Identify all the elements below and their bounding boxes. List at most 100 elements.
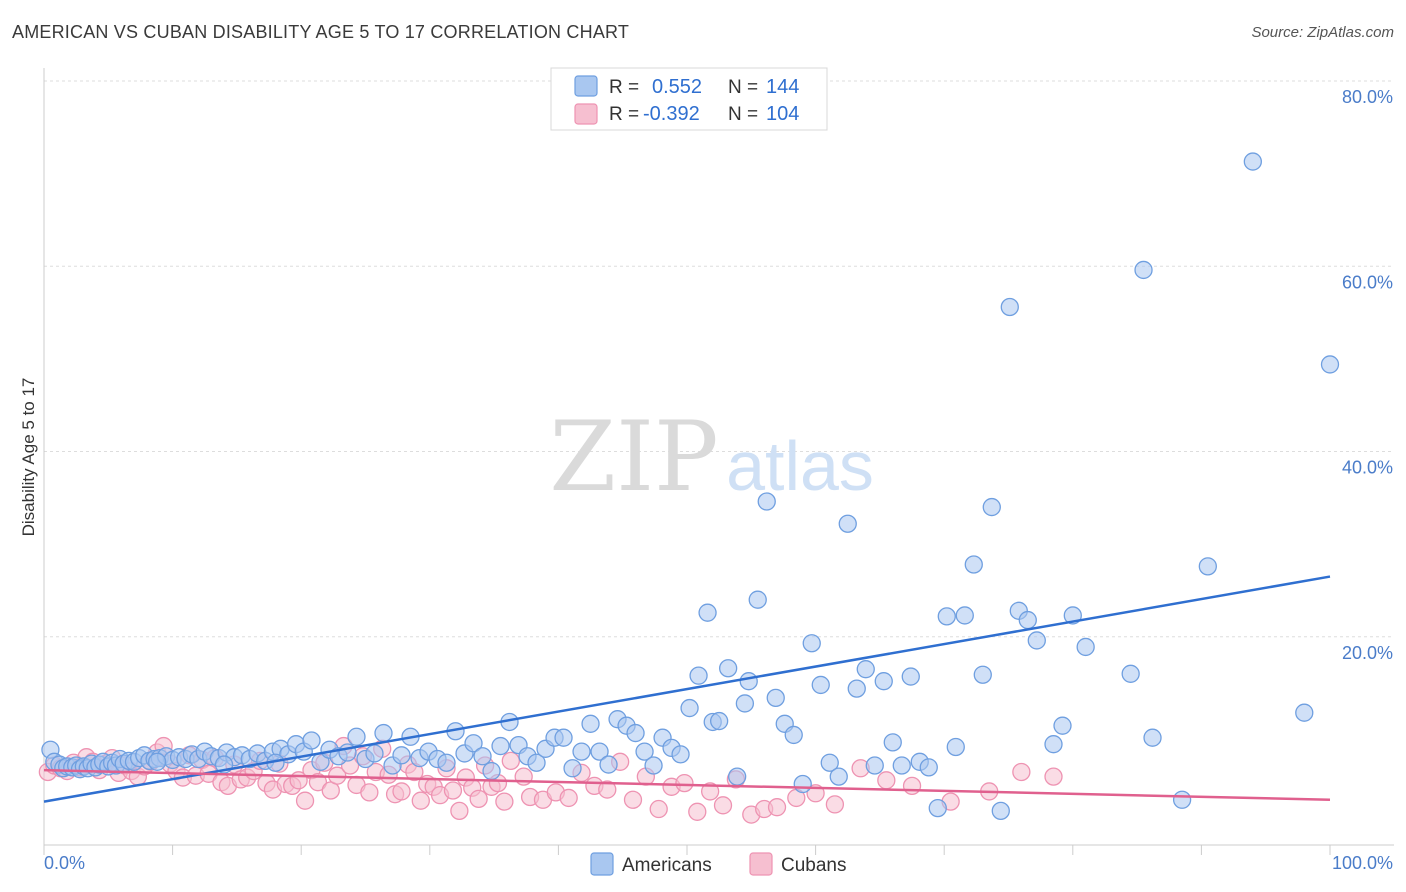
americans-point xyxy=(811,675,830,695)
chart-title: AMERICAN VS CUBAN DISABILITY AGE 5 TO 17… xyxy=(12,22,630,42)
americans-point xyxy=(1044,735,1063,754)
americans-point xyxy=(955,606,974,625)
bottom-legend-americans: Americans xyxy=(622,855,712,876)
americans-point xyxy=(1243,152,1262,171)
americans-point xyxy=(757,492,776,511)
bottom-legend-swatch-americans xyxy=(590,852,614,876)
americans-point xyxy=(838,514,857,533)
cubans-point xyxy=(649,799,668,819)
cubans-point xyxy=(495,792,514,811)
legend-n-value-americans: 144 xyxy=(766,76,799,98)
cubans-point xyxy=(501,751,520,771)
americans-point xyxy=(347,727,366,746)
americans-point xyxy=(554,728,573,747)
americans-point xyxy=(689,666,708,685)
y-tick-label: 20.0% xyxy=(1342,643,1393,663)
americans-point xyxy=(793,774,812,794)
americans-point xyxy=(946,737,965,757)
cubans-trend-line xyxy=(43,768,1331,802)
americans-point xyxy=(901,667,920,686)
americans-point xyxy=(874,672,893,691)
legend-n-value-cubans: 104 xyxy=(766,103,799,125)
bottom-legend-cubans: Cubans xyxy=(781,855,847,876)
americans-point xyxy=(847,679,866,698)
americans-point xyxy=(374,723,393,743)
americans-point xyxy=(365,744,384,763)
x-tick-labels: 0.0% 100.0% xyxy=(44,853,1393,873)
americans-point xyxy=(572,742,591,761)
americans-point xyxy=(599,755,618,774)
americans-point xyxy=(784,725,803,745)
americans-point xyxy=(1134,260,1153,280)
americans-point xyxy=(1121,664,1140,683)
legend-r-value-americans: 0.552 xyxy=(652,76,702,98)
cubans-point xyxy=(469,789,488,808)
americans-point xyxy=(735,694,755,713)
americans-point xyxy=(802,634,821,653)
americans-point xyxy=(473,747,492,766)
x-tick-label-max: 100.0% xyxy=(1332,853,1393,873)
legend-r-label-americans: R = xyxy=(609,77,639,98)
americans-point xyxy=(437,753,456,772)
americans-point xyxy=(590,742,609,761)
y-tick-label: 80.0% xyxy=(1342,87,1393,107)
cubans-point xyxy=(623,790,643,809)
americans-point xyxy=(698,603,717,622)
americans-point xyxy=(1198,557,1217,576)
americans-point xyxy=(820,753,839,772)
americans-point xyxy=(302,731,321,750)
americans-point xyxy=(937,607,956,626)
americans-point xyxy=(392,746,411,765)
americans-point xyxy=(964,555,983,574)
americans-point xyxy=(856,660,875,679)
legend-swatch-cubans xyxy=(574,103,598,125)
legend-r-label-cubans: R = xyxy=(609,104,639,125)
legend-n-label-cubans: N = xyxy=(728,104,758,125)
legend: R = 0.552 N = 144 R = -0.392 N = 104 xyxy=(550,67,828,131)
x-tick-label-min: 0.0% xyxy=(44,853,85,873)
y-tick-label: 60.0% xyxy=(1342,272,1393,292)
americans-point xyxy=(710,711,729,731)
cubans-point xyxy=(443,781,463,800)
trend-lines xyxy=(43,575,1331,803)
americans-point xyxy=(1143,728,1162,747)
americans-point xyxy=(644,756,663,775)
cubans-point xyxy=(713,796,733,815)
americans-point xyxy=(766,688,785,708)
americans-trend-line xyxy=(43,575,1331,803)
cubans-point xyxy=(767,798,787,817)
americans-point xyxy=(1000,297,1019,317)
cubans-point xyxy=(1012,762,1031,782)
chart-source: Source: ZipAtlas.com xyxy=(1251,24,1394,41)
legend-n-label-americans: N = xyxy=(728,77,758,98)
americans-point xyxy=(1172,790,1192,809)
y-tick-labels: 20.0% 40.0% 60.0% 80.0% xyxy=(1342,87,1393,663)
americans-point xyxy=(865,756,884,775)
watermark-zip: ZIP xyxy=(549,401,718,513)
cubans-point xyxy=(295,791,315,810)
americans-point xyxy=(982,497,1001,517)
americans-point xyxy=(581,714,600,733)
watermark: ZIP atlas xyxy=(549,401,874,513)
americans-point xyxy=(919,758,938,777)
cubans-point xyxy=(559,788,578,808)
americans-point xyxy=(739,672,758,691)
americans-point xyxy=(1053,716,1072,735)
grid xyxy=(44,80,1394,638)
cubans-point xyxy=(1044,767,1063,786)
americans-point xyxy=(892,756,911,775)
americans-point xyxy=(728,767,747,786)
cubans-point xyxy=(675,773,694,793)
americans-point xyxy=(527,753,546,772)
cubans-point xyxy=(700,782,720,801)
cubans-point xyxy=(902,776,922,796)
americans-point xyxy=(491,736,510,756)
cubans-point xyxy=(825,795,845,814)
cubans-point xyxy=(308,773,328,792)
americans-point xyxy=(464,734,483,753)
americans-point xyxy=(748,590,767,609)
cubans-point xyxy=(688,802,707,821)
americans-point xyxy=(1076,637,1095,657)
cubans-point xyxy=(360,783,379,802)
